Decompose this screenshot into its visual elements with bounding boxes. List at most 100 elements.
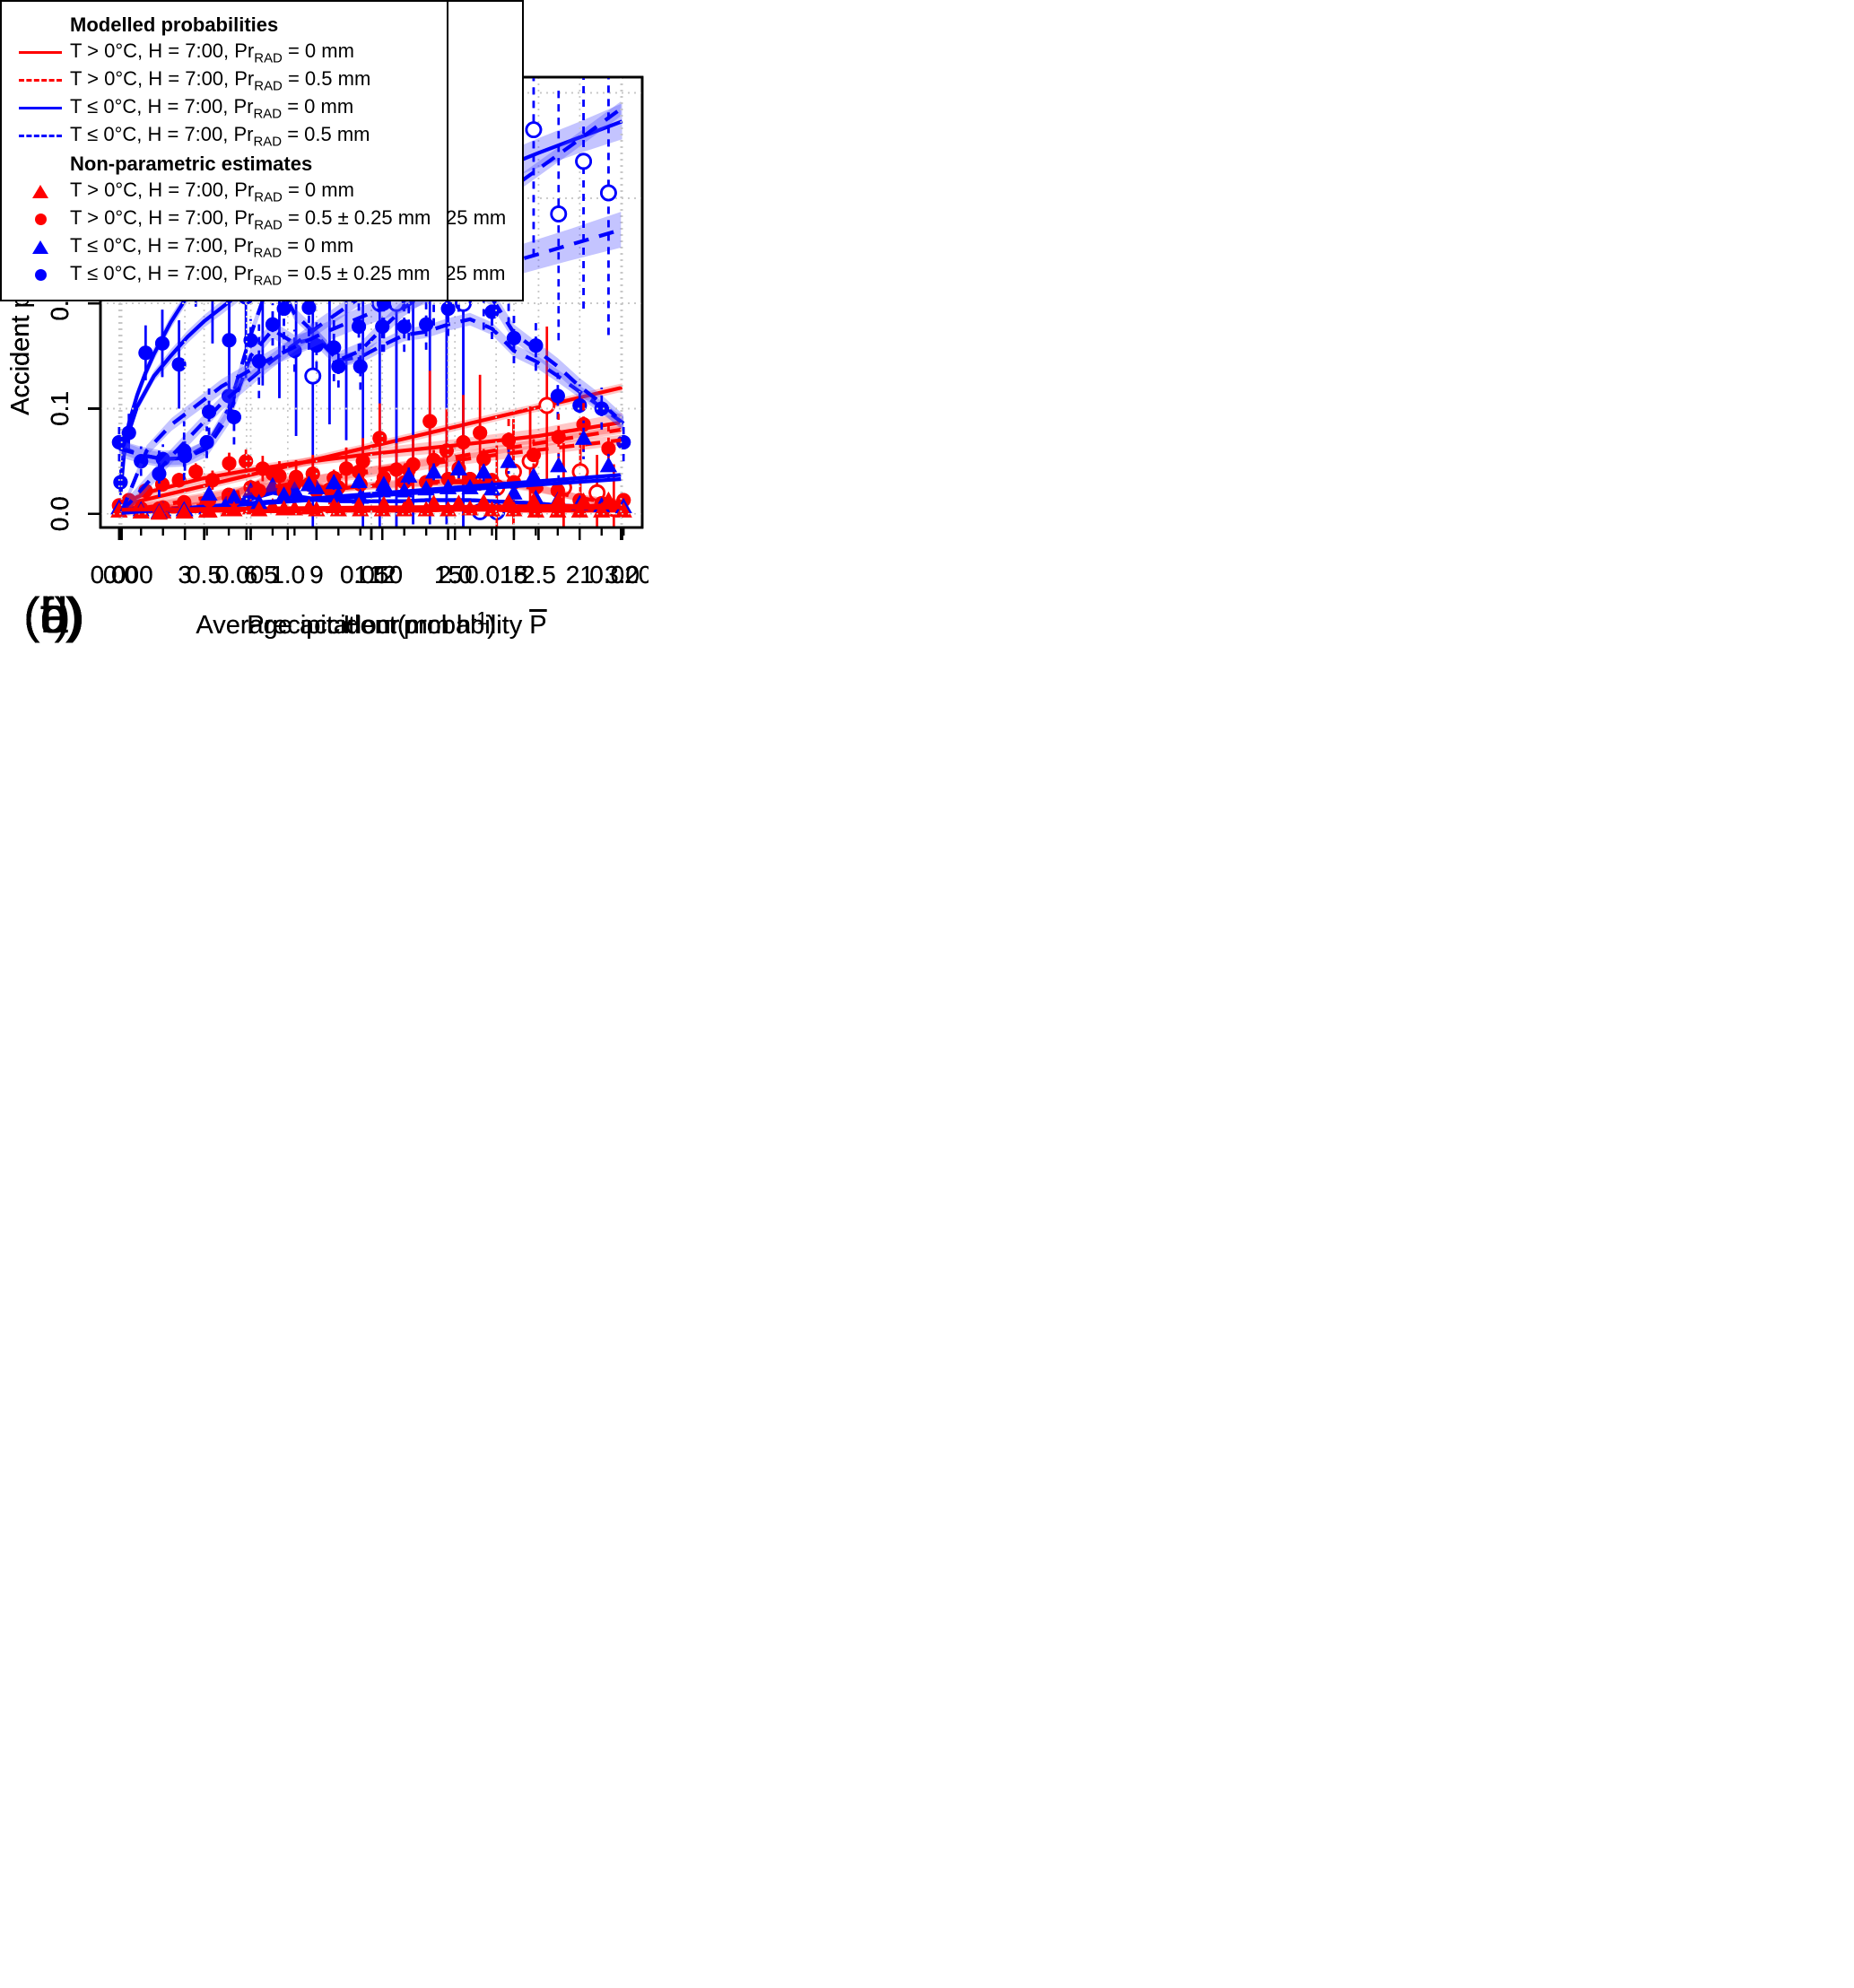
x-axis-label-d: Hour (344, 611, 400, 640)
legend-entry: T ≤ 0°C, H = 7:00, PrRAD = 0.5 mm (11, 122, 431, 150)
dot-marker-icon (34, 214, 47, 225)
legend-label: T ≤ 0°C, H = 7:00, PrRAD = 0 mm (70, 94, 354, 122)
svg-text:0.020: 0.020 (589, 561, 648, 589)
svg-text:0.5: 0.5 (187, 561, 222, 589)
legend-entry: T ≤ 0°C, H = 7:00, PrRAD = 0.5 ± 0.25 mm (11, 261, 431, 289)
legend-dot-swatch-icon (11, 214, 70, 225)
svg-text:6: 6 (244, 561, 258, 589)
svg-text:0.000: 0.000 (91, 561, 153, 589)
dot-marker-icon (34, 269, 47, 281)
svg-text:0.015: 0.015 (465, 561, 527, 589)
svg-text:0.010: 0.010 (340, 561, 403, 589)
svg-text:9: 9 (309, 561, 324, 589)
legend-section-header: Modelled probabilities (11, 11, 431, 39)
svg-text:2.0: 2.0 (438, 561, 473, 589)
x-axis-label-a: Precipitation (mm h-1) (247, 609, 496, 640)
panel-letter-b: (b) (23, 587, 84, 643)
legend-label: T > 0°C, H = 7:00, PrRAD = 0 mm (70, 39, 354, 66)
legend-label: Modelled probabilities (70, 13, 279, 36)
legend-line-swatch-icon (11, 51, 70, 54)
svg-text:1.5: 1.5 (354, 561, 389, 589)
svg-text:0.0: 0.0 (46, 496, 74, 531)
svg-text:0.1: 0.1 (46, 391, 74, 426)
model-line (119, 228, 622, 513)
panel-letter-f: (f) (23, 587, 71, 643)
legend-line-swatch-icon (11, 107, 70, 109)
legend-label: T > 0°C, H = 7:00, PrRAD = 0.5 mm (70, 66, 371, 94)
legend-entry: T > 0°C, H = 7:00, PrRAD = 0.5 ± 0.25 mm (11, 205, 431, 233)
svg-text:15: 15 (434, 561, 462, 589)
svg-text:1.0: 1.0 (270, 561, 305, 589)
svg-text:1.5: 1.5 (354, 561, 389, 589)
svg-text:0.0: 0.0 (46, 496, 74, 531)
svg-text:0.0: 0.0 (46, 496, 74, 531)
svg-text:21: 21 (566, 561, 594, 589)
legend-dot-swatch-icon (11, 269, 70, 281)
svg-text:0.1: 0.1 (46, 391, 74, 426)
svg-text:18: 18 (500, 561, 527, 589)
svg-text:21: 21 (566, 561, 594, 589)
svg-text:0: 0 (112, 561, 126, 589)
svg-text:0.005: 0.005 (215, 561, 278, 589)
svg-text:0.0: 0.0 (46, 496, 74, 531)
legend-label: T ≤ 0°C, H = 7:00, PrRAD = 0.5 mm (70, 122, 370, 150)
svg-text:0.1: 0.1 (46, 391, 74, 426)
svg-text:1.0: 1.0 (270, 561, 305, 589)
legend-dash-swatch-icon (11, 135, 70, 137)
svg-text:0: 0 (112, 561, 126, 589)
legend-entry: T > 0°C, H = 7:00, PrRAD = 0.5 mm (11, 66, 431, 94)
x-axis-label-e: Average accident probability P (196, 611, 546, 640)
tri-marker-icon (32, 185, 48, 198)
panel-letter-c: (c) (23, 587, 82, 643)
legend-tri-swatch-icon (11, 240, 70, 254)
svg-text:2.5: 2.5 (521, 561, 556, 589)
svg-text:2.5: 2.5 (521, 561, 556, 589)
svg-text:0.0: 0.0 (46, 496, 74, 531)
x-axis-label-f: Average accident probability P (196, 611, 546, 640)
legend-label: T ≤ 0°C, H = 7:00, PrRAD = 0.5 ± 0.25 mm (70, 261, 431, 289)
svg-text:12: 12 (369, 561, 396, 589)
svg-text:3: 3 (178, 561, 192, 589)
svg-text:15: 15 (434, 561, 462, 589)
band (120, 413, 622, 511)
svg-text:0.000: 0.000 (91, 561, 153, 589)
legend-label: T > 0°C, H = 7:00, PrRAD = 0 mm (70, 178, 354, 205)
svg-text:0.0: 0.0 (103, 561, 138, 589)
svg-text:3: 3 (178, 561, 192, 589)
svg-text:9: 9 (309, 561, 324, 589)
legend-tri-swatch-icon (11, 185, 70, 198)
dash-marker-icon (19, 79, 62, 82)
svg-text:0.005: 0.005 (215, 561, 278, 589)
plot-area-f (119, 77, 622, 520)
svg-text:6: 6 (244, 561, 258, 589)
panel-letter-e: (e) (23, 587, 84, 643)
legend-section-header: Non-parametric estimates (11, 150, 431, 178)
legend-entry: T ≤ 0°C, H = 7:00, PrRAD = 0 mm (11, 94, 431, 122)
svg-text:0.020: 0.020 (589, 561, 648, 589)
line-marker-icon (19, 51, 62, 54)
svg-text:0.1: 0.1 (46, 391, 74, 426)
svg-text:0.0: 0.0 (103, 561, 138, 589)
svg-text:0.1: 0.1 (46, 391, 74, 426)
svg-text:0.1: 0.1 (46, 391, 74, 426)
series-triangle (150, 492, 617, 520)
legend-entry: T > 0°C, H = 7:00, PrRAD = 0 mm (11, 178, 431, 205)
legend-label: T > 0°C, H = 7:00, PrRAD = 0.5 ± 0.25 mm (70, 205, 431, 233)
legend-label: T ≤ 0°C, H = 7:00, PrRAD = 0 mm (70, 233, 354, 261)
svg-text:0.010: 0.010 (340, 561, 403, 589)
panel-letter-a: (a) (23, 587, 84, 643)
svg-text:18: 18 (500, 561, 527, 589)
legend-entry: T ≤ 0°C, H = 7:00, PrRAD = 0 mm (11, 233, 431, 261)
legend-bottom: Modelled probabilities T > 0°C, H = 7:00,… (0, 0, 449, 301)
svg-text:0.0: 0.0 (46, 496, 74, 531)
dash-marker-icon (19, 135, 62, 137)
tri-marker-icon (32, 240, 48, 254)
panel-letter-d: (d) (23, 587, 84, 643)
band (121, 212, 622, 517)
svg-text:12: 12 (369, 561, 396, 589)
svg-text:2.0: 2.0 (438, 561, 473, 589)
legend-dash-swatch-icon (11, 79, 70, 82)
model-line (118, 280, 625, 461)
svg-text:0.015: 0.015 (465, 561, 527, 589)
